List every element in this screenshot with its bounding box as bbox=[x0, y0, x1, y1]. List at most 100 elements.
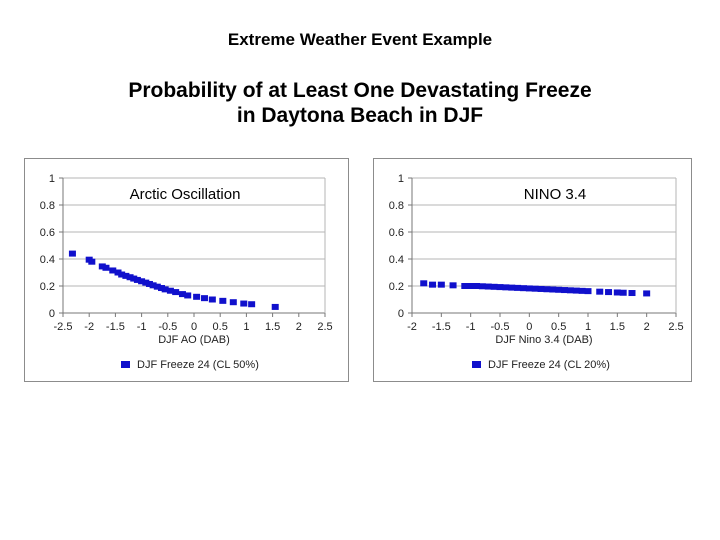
x-tick-label: -1.5 bbox=[106, 321, 125, 333]
data-point bbox=[149, 282, 157, 289]
data-point bbox=[118, 271, 126, 278]
y-tick-label: 0.8 bbox=[40, 200, 55, 212]
data-point bbox=[628, 290, 636, 297]
y-tick-label: 0.8 bbox=[389, 200, 404, 212]
legend-label: DJF Freeze 24 (CL 50%) bbox=[137, 359, 259, 371]
data-point bbox=[126, 274, 134, 281]
data-point bbox=[555, 286, 563, 293]
x-tick-label: -2.5 bbox=[54, 321, 73, 333]
data-point bbox=[172, 289, 180, 296]
data-point bbox=[98, 263, 106, 270]
x-tick-label: 0.5 bbox=[551, 321, 566, 333]
y-tick-label: 0.6 bbox=[40, 227, 55, 239]
data-point bbox=[271, 303, 279, 310]
data-point bbox=[578, 287, 586, 294]
data-point bbox=[484, 283, 492, 290]
y-tick-label: 0 bbox=[398, 308, 404, 320]
x-tick-label: -1 bbox=[137, 321, 147, 333]
data-point bbox=[153, 283, 161, 290]
data-point bbox=[502, 284, 510, 291]
data-point bbox=[240, 300, 248, 307]
slide-title-line-2: in Daytona Beach in DJF bbox=[236, 104, 484, 127]
data-point bbox=[138, 278, 146, 285]
data-point bbox=[514, 284, 522, 291]
data-point bbox=[219, 297, 227, 304]
data-point bbox=[537, 285, 545, 292]
chart-arctic-oscillation: 0 0.2 0.4 0.6 0.8 1 -2.5 -2 -1.5 -1 -0.5 0 0.5 1 1.5 2 2… bbox=[40, 173, 333, 371]
y-tick-label: 1 bbox=[398, 173, 404, 185]
data-point bbox=[496, 284, 504, 291]
y-tick-label: 0 bbox=[49, 308, 55, 320]
data-point bbox=[420, 280, 428, 287]
data-point bbox=[467, 283, 475, 289]
chart-panel-nino34: 0 0.2 0.4 0.6 0.8 1 -2 -1.5 -1 -0.5 0 0.5 1 1.5 2 2.5 DJ… bbox=[373, 158, 692, 382]
data-point bbox=[68, 250, 76, 257]
slide-title-line-1: Probability of at Least One Devastating … bbox=[128, 79, 592, 102]
data-point bbox=[145, 280, 153, 287]
x-tick-label: 0.5 bbox=[213, 321, 228, 333]
x-tick-label: 0 bbox=[191, 321, 197, 333]
slide-header: Extreme Weather Event Example bbox=[227, 30, 493, 49]
data-point bbox=[449, 282, 457, 289]
y-tick-label: 0.2 bbox=[389, 281, 404, 293]
y-tick-label: 0.4 bbox=[40, 254, 55, 266]
chart-overlay-label: Arctic Oscillation bbox=[130, 186, 241, 203]
data-point bbox=[605, 289, 613, 296]
data-point bbox=[166, 287, 174, 294]
x-tick-label: -1 bbox=[466, 321, 476, 333]
x-tick-label: -2 bbox=[84, 321, 94, 333]
data-point bbox=[613, 289, 621, 296]
chart-panel-arctic-oscillation: 0 0.2 0.4 0.6 0.8 1 -2.5 -2 -1.5 -1 -0.5 0 0.5 1 1.5 2 2… bbox=[24, 158, 349, 382]
data-point bbox=[584, 288, 592, 295]
data-point bbox=[525, 285, 533, 292]
data-point bbox=[88, 258, 96, 265]
data-point bbox=[461, 283, 469, 289]
data-point bbox=[130, 275, 138, 282]
data-point bbox=[229, 299, 237, 306]
x-tick-label: -2 bbox=[407, 321, 417, 333]
chart-nino34: 0 0.2 0.4 0.6 0.8 1 -2 -1.5 -1 -0.5 0 0.5 1 1.5 2 2.5 DJ… bbox=[389, 173, 684, 371]
x-tick-label: 2 bbox=[296, 321, 302, 333]
x-tick-label: 2.5 bbox=[317, 321, 332, 333]
y-tick-label: 0.2 bbox=[40, 281, 55, 293]
data-point bbox=[161, 286, 169, 293]
data-point bbox=[473, 283, 481, 289]
y-tick-label: 1 bbox=[49, 173, 55, 185]
x-tick-label: 1.5 bbox=[265, 321, 280, 333]
chart-overlay-label: NINO 3.4 bbox=[524, 186, 587, 203]
data-point bbox=[549, 286, 557, 293]
data-point bbox=[158, 285, 166, 292]
legend-marker bbox=[472, 361, 481, 368]
data-point bbox=[478, 283, 486, 290]
data-point bbox=[531, 285, 539, 292]
data-point bbox=[437, 281, 445, 288]
data-point bbox=[122, 272, 130, 279]
data-point bbox=[248, 301, 256, 308]
data-point bbox=[429, 281, 437, 288]
data-point bbox=[114, 269, 122, 276]
data-point bbox=[193, 293, 201, 300]
x-tick-label: 2.5 bbox=[668, 321, 683, 333]
x-tick-label: 0 bbox=[526, 321, 532, 333]
data-point bbox=[109, 267, 117, 274]
data-point bbox=[543, 286, 551, 293]
data-point bbox=[519, 285, 527, 292]
slide-title: Probability of at Least One Devastating … bbox=[0, 78, 720, 128]
x-tick-label: 1.5 bbox=[610, 321, 625, 333]
x-tick-label: 2 bbox=[644, 321, 650, 333]
x-tick-label: 1 bbox=[243, 321, 249, 333]
x-tick-label: 1 bbox=[585, 321, 591, 333]
data-point bbox=[178, 291, 186, 298]
data-point bbox=[643, 290, 651, 297]
data-point bbox=[566, 287, 574, 294]
data-point bbox=[208, 296, 216, 303]
data-point bbox=[102, 264, 110, 271]
data-point bbox=[572, 287, 580, 294]
data-point bbox=[133, 276, 141, 283]
y-tick-label: 0.6 bbox=[389, 227, 404, 239]
data-point bbox=[619, 289, 627, 296]
x-tick-label: -0.5 bbox=[158, 321, 177, 333]
data-point bbox=[142, 279, 150, 286]
x-tick-label: -1.5 bbox=[432, 321, 451, 333]
x-axis-label: DJF Nino 3.4 (DAB) bbox=[495, 334, 592, 346]
